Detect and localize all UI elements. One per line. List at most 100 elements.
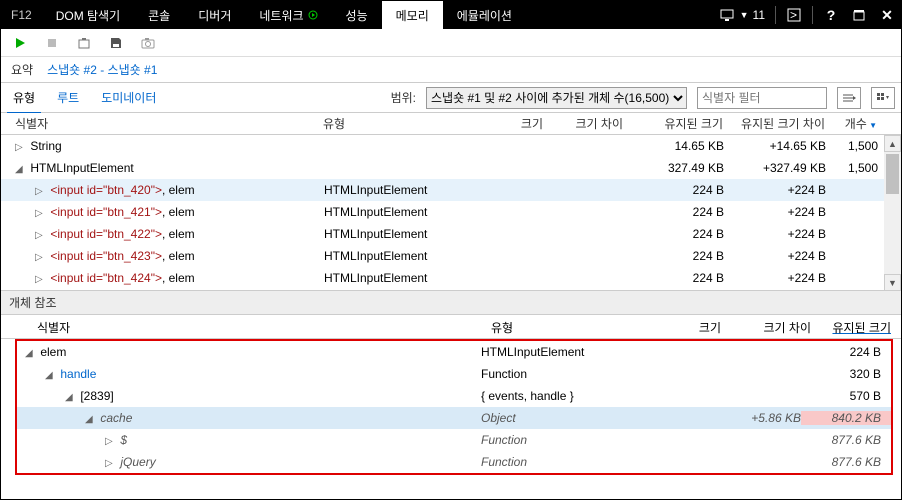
filter-tab-type[interactable]: 유형: [7, 89, 41, 114]
cell-retdiff: +224 B: [724, 227, 834, 241]
console-toggle-icon[interactable]: >: [780, 1, 808, 29]
refs-col-retained[interactable]: 유지된 크기: [811, 319, 901, 336]
identifier-tail: , elem: [162, 249, 195, 263]
tree-toggle-icon[interactable]: ◢: [65, 392, 77, 403]
identifier-label: HTMLInputElement: [30, 161, 133, 175]
col-size[interactable]: 크기: [463, 115, 543, 132]
camera-icon[interactable]: [139, 34, 157, 52]
table-row[interactable]: ▷ <input id="btn_422">, elemHTMLInputEle…: [1, 223, 884, 245]
cell-retained: 14.65 KB: [624, 139, 724, 153]
filter-tab-dominator[interactable]: 도미네이터: [95, 89, 162, 106]
refs-col-size[interactable]: 크기: [631, 319, 721, 336]
refs-row[interactable]: ▷ $Function877.6 KB: [17, 429, 891, 451]
col-sizediff[interactable]: 크기 차이: [543, 115, 623, 132]
col-retained[interactable]: 유지된 크기: [623, 115, 723, 132]
cell-retdiff: +224 B: [724, 183, 834, 197]
refs-type: Function: [481, 455, 621, 469]
refs-row[interactable]: ◢ [2839]{ events, handle }570 B: [17, 385, 891, 407]
tab-emulation[interactable]: 에뮬레이션: [443, 1, 526, 29]
start-profiling-icon[interactable]: [11, 34, 29, 52]
cell-type: HTMLInputElement: [324, 249, 464, 263]
identifier-html: <input id="btn_421">: [50, 205, 162, 219]
tab-network[interactable]: 네트워크: [245, 1, 331, 29]
refs-row[interactable]: ▷ jQueryFunction877.6 KB: [17, 451, 891, 473]
tree-toggle-icon[interactable]: ◢: [25, 348, 37, 359]
close-icon[interactable]: ✕: [873, 1, 901, 29]
col-count[interactable]: 개수 ▼: [833, 115, 883, 132]
scroll-up-icon[interactable]: ▲: [884, 135, 901, 152]
table-row[interactable]: ▷ String14.65 KB+14.65 KB1,500: [1, 135, 884, 157]
col-type[interactable]: 유형: [323, 115, 463, 132]
refs-type: { events, handle }: [481, 389, 621, 403]
refs-identifier: handle: [60, 367, 96, 381]
refs-col-identifier[interactable]: 식별자: [29, 319, 491, 336]
scroll-down-icon[interactable]: ▼: [884, 274, 901, 291]
tree-toggle-icon[interactable]: ▷: [35, 252, 47, 263]
identifier-html: <input id="btn_424">: [50, 271, 162, 285]
cell-count: 1,500: [834, 139, 884, 153]
identifier-filter-input[interactable]: [697, 87, 827, 109]
unpin-icon[interactable]: [845, 1, 873, 29]
tree-toggle-icon[interactable]: ▷: [35, 208, 47, 219]
col-retdiff[interactable]: 유지된 크기 차이: [723, 115, 833, 132]
tab-network-label: 네트워크: [259, 7, 303, 24]
refs-row[interactable]: ◢ handleFunction320 B: [17, 363, 891, 385]
filter-tab-root[interactable]: 루트: [51, 89, 85, 106]
snapshot-icon[interactable]: [75, 34, 93, 52]
cell-retdiff: +224 B: [724, 271, 834, 285]
tab-debugger[interactable]: 디버거: [184, 1, 245, 29]
cell-type: HTMLInputElement: [324, 227, 464, 241]
identifier-html: <input id="btn_423">: [50, 249, 162, 263]
device-selector[interactable]: ▼ 11: [714, 8, 771, 22]
tab-dom-explorer[interactable]: DOM 탐색기: [42, 1, 134, 29]
tree-toggle-icon[interactable]: ▷: [35, 230, 47, 241]
tree-toggle-icon[interactable]: ▷: [15, 142, 27, 153]
table-row[interactable]: ▷ <input id="btn_421">, elemHTMLInputEle…: [1, 201, 884, 223]
cell-type: HTMLInputElement: [324, 271, 464, 285]
refs-col-type[interactable]: 유형: [491, 319, 631, 336]
types-grid: 식별자 유형 크기 크기 차이 유지된 크기 유지된 크기 차이 개수 ▼ ▷ …: [1, 113, 901, 291]
tree-toggle-icon[interactable]: ◢: [85, 414, 97, 425]
tree-toggle-icon[interactable]: ▷: [35, 186, 47, 197]
filter-settings-button[interactable]: [837, 87, 861, 109]
table-row[interactable]: ▷ <input id="btn_424">, elemHTMLInputEle…: [1, 267, 884, 289]
cell-retdiff: +224 B: [724, 205, 834, 219]
monitor-icon: [720, 9, 736, 21]
range-select[interactable]: 스냅숏 #1 및 #2 사이에 추가된 개체 수(16,500): [426, 87, 687, 109]
tree-toggle-icon[interactable]: ◢: [45, 370, 57, 381]
help-icon[interactable]: ?: [817, 1, 845, 29]
identifier-html: <input id="btn_422">: [50, 227, 162, 241]
tab-performance[interactable]: 성능: [332, 1, 382, 29]
tree-toggle-icon[interactable]: ◢: [15, 164, 27, 175]
tab-memory[interactable]: 메모리: [382, 1, 443, 29]
grid-scrollbar[interactable]: ▲ ▼: [884, 135, 901, 291]
summary-label: 요약: [1, 61, 43, 78]
tree-toggle-icon[interactable]: ▷: [105, 436, 117, 447]
refs-identifier: [2839]: [80, 389, 113, 403]
refs-col-sizediff[interactable]: 크기 차이: [721, 319, 811, 336]
col-identifier[interactable]: 식별자: [1, 115, 323, 132]
toolbar: [1, 29, 901, 57]
save-icon[interactable]: [107, 34, 125, 52]
cell-type: HTMLInputElement: [324, 205, 464, 219]
table-row[interactable]: ▷ <input id="btn_420">, elemHTMLInputEle…: [1, 179, 884, 201]
tree-toggle-icon[interactable]: ▷: [35, 274, 47, 285]
tree-toggle-icon[interactable]: ▷: [105, 458, 117, 469]
refs-sizediff: +5.86 KB: [711, 411, 801, 425]
device-count: 11: [753, 8, 765, 22]
play-circle-icon: [308, 10, 318, 20]
scroll-thumb[interactable]: [886, 154, 899, 194]
view-options-button[interactable]: [871, 87, 895, 109]
stop-icon[interactable]: [43, 34, 61, 52]
cell-retained: 224 B: [624, 227, 724, 241]
table-row[interactable]: ◢ HTMLInputElement327.49 KB+327.49 KB1,5…: [1, 157, 884, 179]
identifier-html: <input id="btn_420">: [50, 183, 162, 197]
table-row[interactable]: ▷ <input id="btn_423">, elem HTMLInputEle…: [1, 245, 884, 267]
tab-console[interactable]: 콘솔: [134, 1, 184, 29]
breadcrumb[interactable]: 스냅숏 #2 - 스냅숏 #1: [43, 61, 161, 78]
refs-identifier: elem: [40, 345, 66, 359]
cell-retdiff: +327.49 KB: [724, 161, 834, 175]
identifier-label: String: [30, 139, 61, 153]
refs-row[interactable]: ◢ cacheObject+5.86 KB840.2 KB: [17, 407, 891, 429]
refs-row[interactable]: ◢ elemHTMLInputElement224 B: [17, 341, 891, 363]
